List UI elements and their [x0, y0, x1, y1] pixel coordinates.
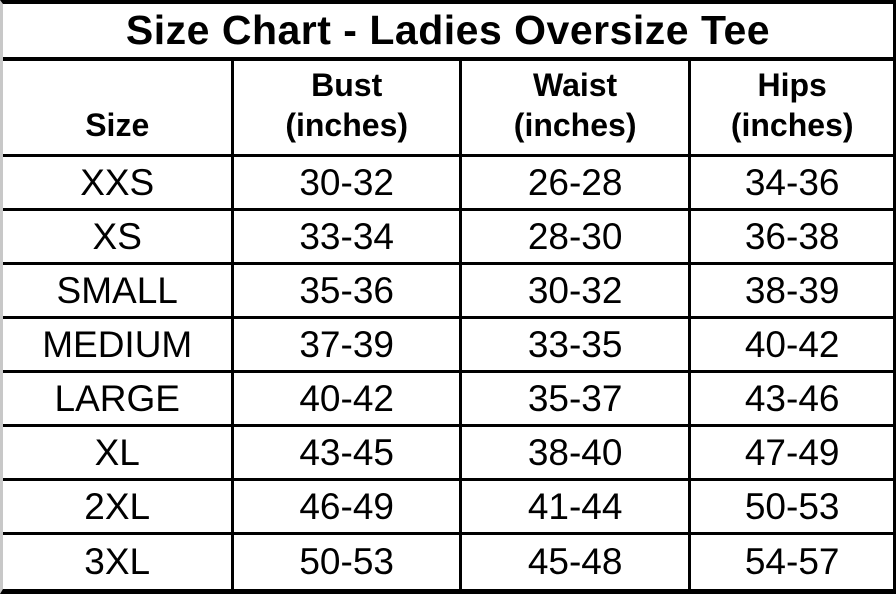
- cell-hips: 50-53: [691, 481, 893, 535]
- cell-hips: 54-57: [744, 541, 840, 582]
- chart-title: Size Chart - Ladies Oversize Tee: [3, 4, 893, 61]
- cell-hips: 43-46: [691, 373, 893, 427]
- cell-waist: 41-44: [461, 481, 692, 535]
- header-bust: Bust (inches): [234, 61, 462, 157]
- cell-size: LARGE: [3, 373, 235, 427]
- cell-size: SMALL: [3, 265, 235, 319]
- cell-size: 3XL: [3, 535, 235, 589]
- cell-bust: 46-49: [234, 481, 462, 535]
- cell-bust: 40-42: [234, 373, 462, 427]
- cell-size: 2XL: [3, 481, 235, 535]
- cell-bust: 37-39: [234, 319, 462, 373]
- cell-hips: 47-49: [691, 427, 893, 481]
- cell-size: XS: [3, 211, 235, 265]
- cell-waist: 30-32: [461, 265, 692, 319]
- cell-bust: 43-45: [234, 427, 462, 481]
- cell-bust: 50-53: [234, 535, 462, 589]
- cell-waist: 35-37: [461, 373, 692, 427]
- cell-waist: 26-28: [461, 157, 692, 211]
- cell-hips: 38-39: [691, 265, 893, 319]
- cell-size: MEDIUM: [3, 319, 235, 373]
- cell-hips: 36-38: [691, 211, 893, 265]
- header-waist: Waist (inches): [461, 61, 692, 157]
- cell-waist: 45-48: [462, 535, 692, 589]
- header-hips: Hips (inches): [691, 61, 893, 157]
- cell-bust: 35-36: [234, 265, 462, 319]
- header-size: Size: [3, 61, 235, 157]
- cell-bust: 30-32: [234, 157, 462, 211]
- cell-waist: 28-30: [461, 211, 692, 265]
- cell-waist: 38-40: [461, 427, 692, 481]
- cell-size: XL: [3, 427, 235, 481]
- cell-waist: 33-35: [461, 319, 692, 373]
- cell-size: XXS: [3, 157, 235, 211]
- cell-bust: 33-34: [234, 211, 462, 265]
- cell-hips: 34-36: [691, 157, 893, 211]
- cell-hips: 40-42: [691, 319, 893, 373]
